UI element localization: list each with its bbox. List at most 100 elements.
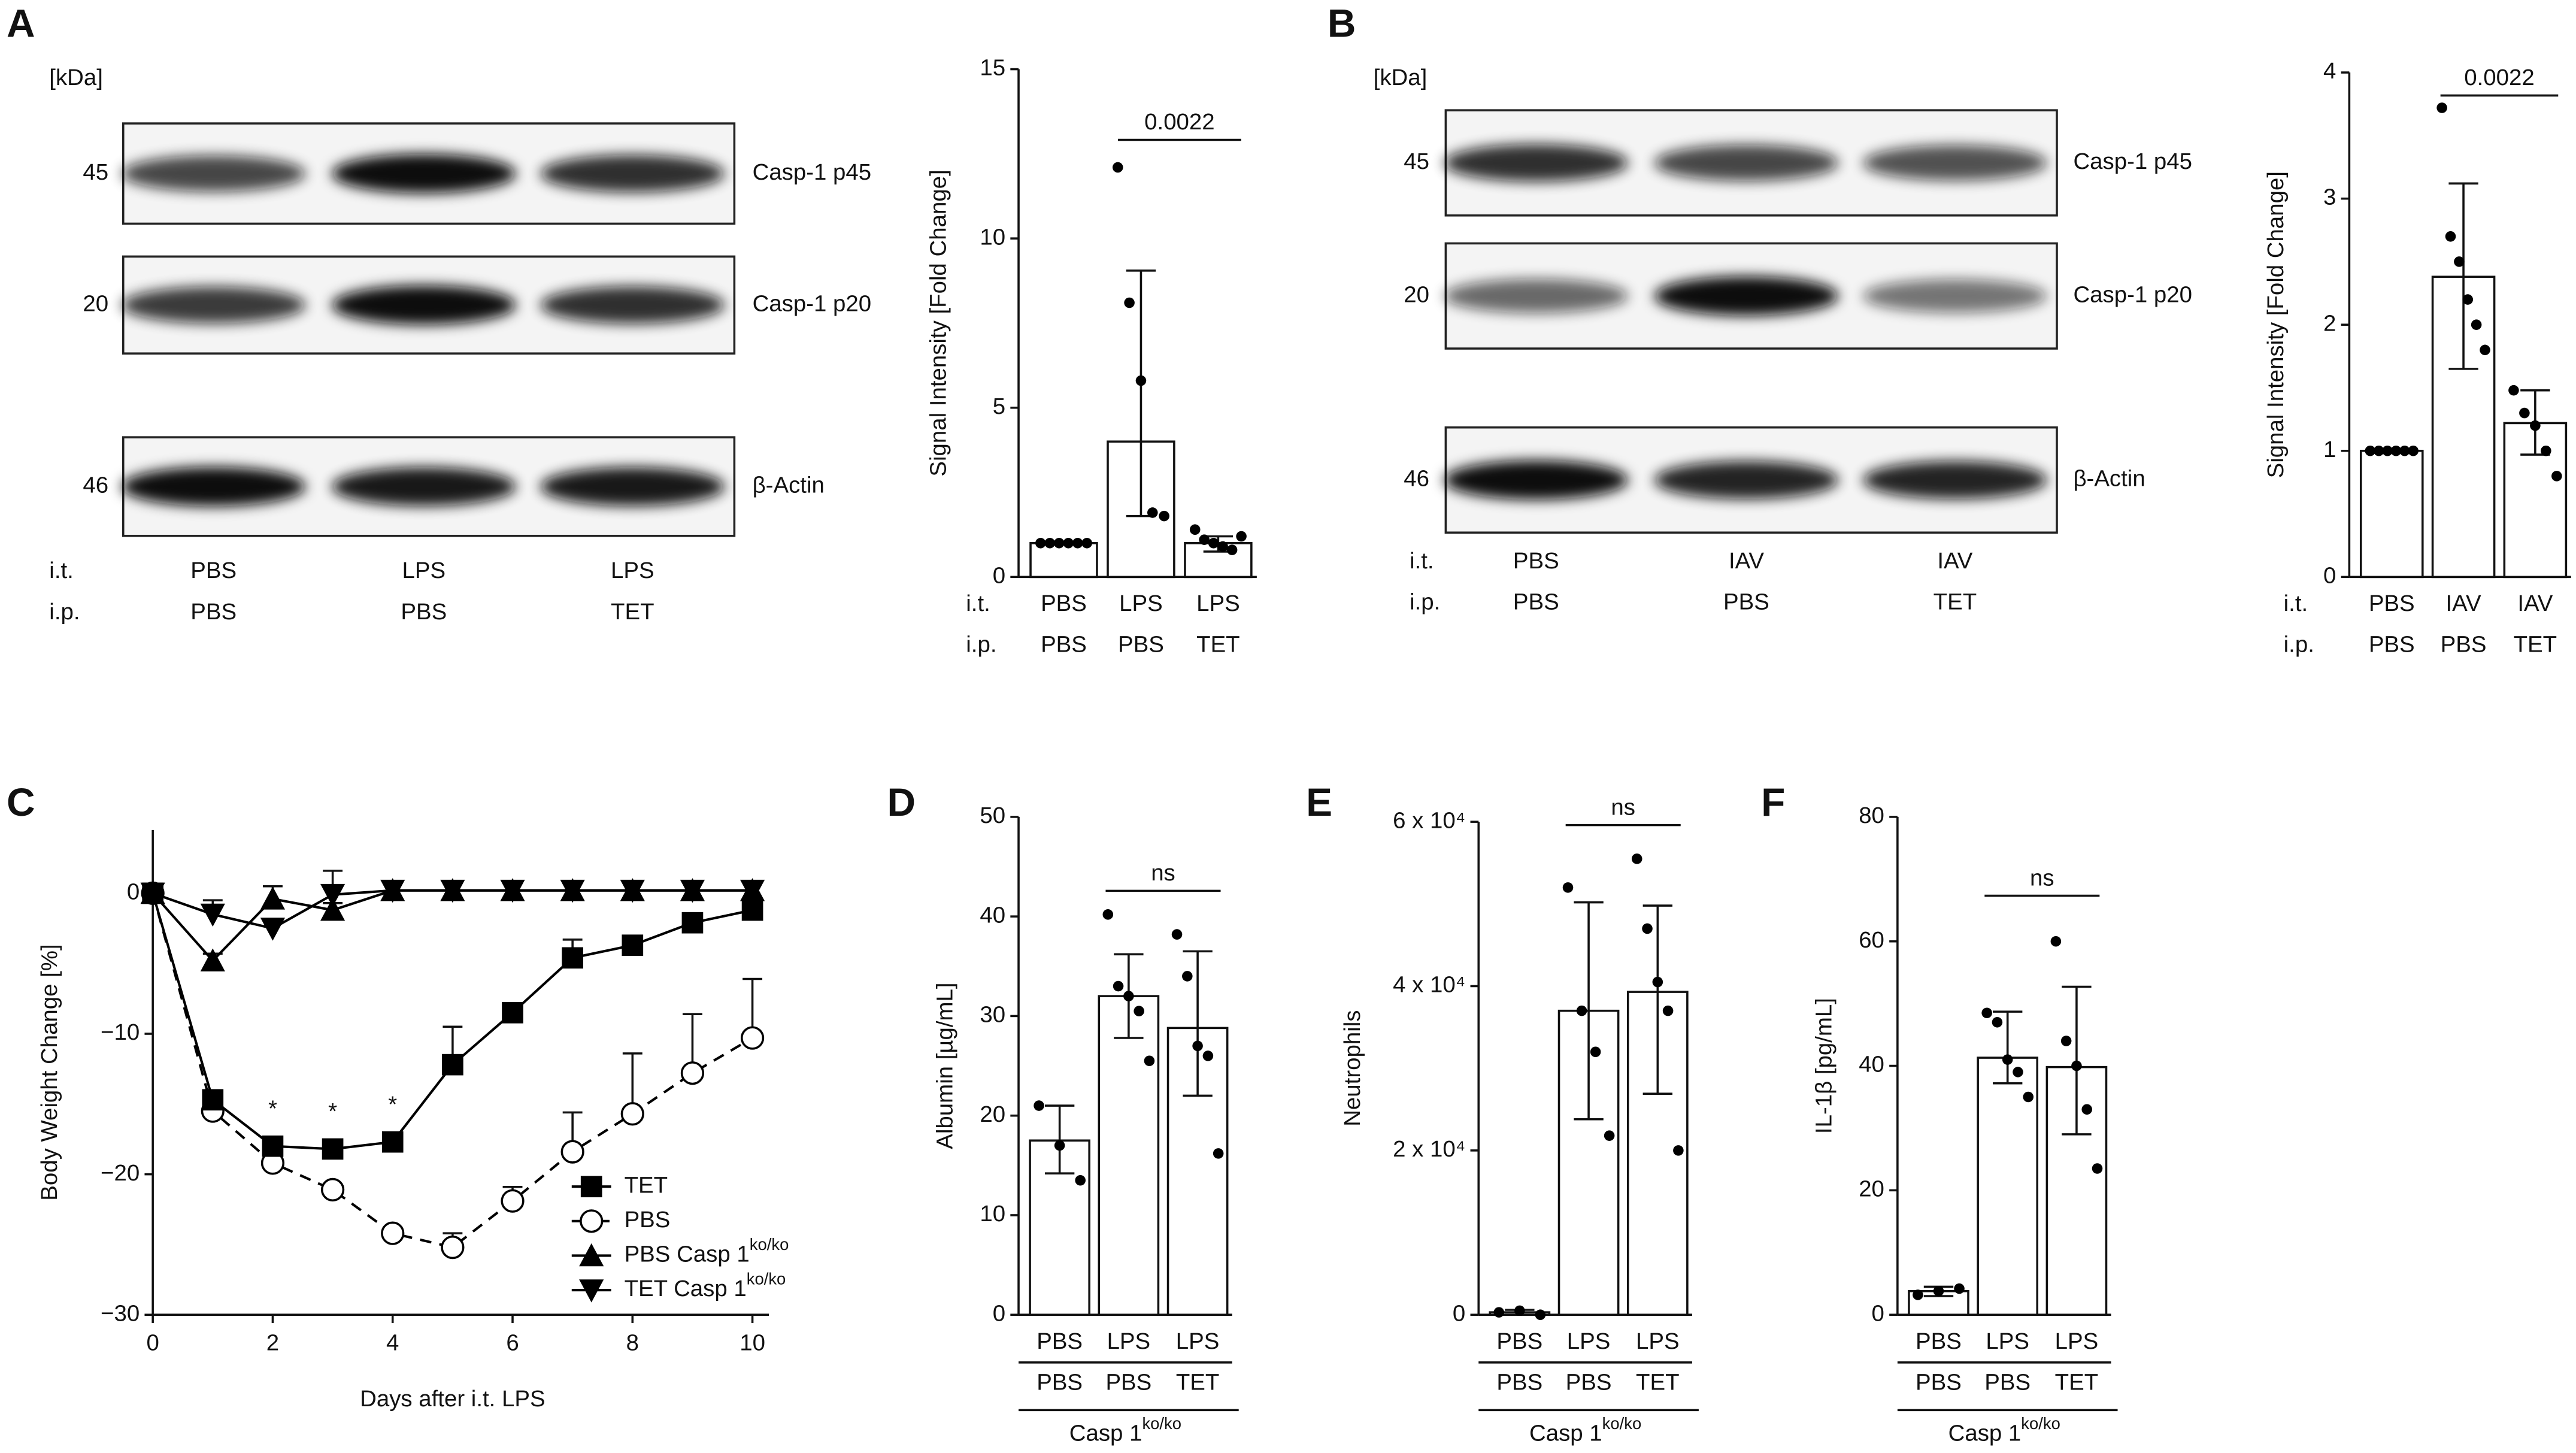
- data-point: [2002, 1054, 2013, 1065]
- legend-marker: [579, 1243, 604, 1267]
- y-tick-label: 1: [2323, 437, 2336, 462]
- data-point: [1673, 1145, 1684, 1156]
- data-point: [1053, 538, 1065, 549]
- row-name: i.t.: [2284, 591, 2308, 616]
- blot-band-name: β-Actin: [2073, 466, 2145, 492]
- x-tick-label: TET: [1636, 1370, 1680, 1396]
- annotation: *: [388, 1091, 397, 1117]
- x-tick-label: PBS: [2441, 632, 2487, 658]
- group-label: Casp 1ko/ko: [1529, 1414, 1641, 1446]
- annotation: 0.0022: [1144, 109, 1214, 135]
- x-tick-label: LPS: [1196, 591, 1240, 616]
- lane-label: LPS: [611, 558, 654, 583]
- data-point: [1054, 1140, 1065, 1151]
- marker: [322, 1138, 344, 1160]
- y-tick-label: 0: [1872, 1300, 1884, 1326]
- x-tick-label: PBS: [2369, 591, 2415, 616]
- blot-signal: [332, 467, 516, 506]
- data-point: [1199, 534, 1210, 545]
- blot-signal: [122, 155, 306, 192]
- legend-label-sup: ko/ko: [747, 1270, 786, 1288]
- data-point: [2050, 936, 2062, 947]
- y-tick-label: 10: [980, 224, 1005, 250]
- error-bar: [1993, 1010, 2023, 1085]
- row-name: i.p.: [2284, 632, 2314, 658]
- y-tick-label: 50: [980, 803, 1005, 828]
- panel-label: C: [7, 780, 35, 824]
- data-point: [1075, 1174, 1086, 1186]
- lane-label: IAV: [1937, 548, 1972, 574]
- data-point: [1514, 1305, 1525, 1316]
- blot-band-name: Casp-1 p45: [753, 159, 872, 185]
- y-tick-label: 0: [1453, 1300, 1465, 1326]
- blot-signal: [122, 467, 306, 507]
- legend-marker: [580, 1209, 604, 1233]
- x-tick-label: IAV: [2517, 591, 2553, 616]
- data-point: [2530, 420, 2541, 431]
- legend-label-main: PBS Casp 1: [625, 1242, 750, 1267]
- bar: [2359, 449, 2424, 579]
- data-point: [1213, 1148, 1224, 1159]
- blot-signal: [540, 155, 725, 193]
- lane-row-name: i.t.: [1410, 548, 1434, 574]
- marker: [502, 1001, 523, 1024]
- marker: [740, 879, 765, 903]
- blot-mw: 45: [1404, 149, 1429, 174]
- data-point: [2436, 102, 2447, 113]
- blot-band: [122, 255, 736, 355]
- y-tick-label: 2: [2323, 310, 2336, 336]
- data-point: [1652, 976, 1663, 988]
- x-tick-label: LPS: [1107, 1328, 1151, 1354]
- data-point: [1123, 991, 1134, 1001]
- x-tick-label: PBS: [1041, 591, 1087, 616]
- bar: [1029, 542, 1098, 579]
- panel-label: A: [7, 1, 35, 46]
- x-tick-label: PBS: [1118, 632, 1164, 658]
- blot-signal: [540, 467, 725, 506]
- x-tick-label: PBS: [2369, 632, 2415, 658]
- panel-label: D: [887, 780, 916, 824]
- annotation: *: [328, 1098, 337, 1124]
- legend-label: PBS Casp 1ko/ko: [625, 1235, 789, 1267]
- marker: [380, 879, 405, 903]
- x-tick-label: 10: [740, 1330, 765, 1356]
- x-tick-label: PBS: [1916, 1370, 1962, 1396]
- blot-signal: [1444, 279, 1628, 313]
- data-point: [1954, 1283, 1965, 1294]
- blot-band: [1444, 109, 2058, 217]
- marker: [740, 1026, 765, 1050]
- y-tick-label: −20: [101, 1160, 140, 1186]
- error-bar: [1183, 950, 1213, 1097]
- data-point: [2399, 445, 2410, 456]
- data-point: [1113, 980, 1124, 992]
- error-bar: [1044, 1104, 1075, 1174]
- data-point: [1202, 1051, 1214, 1061]
- x-tick-label: 8: [626, 1330, 639, 1356]
- data-point: [2471, 319, 2482, 330]
- legend-marker: [580, 1176, 602, 1198]
- x-tick-label: PBS: [1916, 1328, 1962, 1354]
- data-point: [1072, 538, 1083, 549]
- legend-label-main: TET Casp 1: [625, 1276, 747, 1301]
- lane-label: PBS: [190, 599, 237, 625]
- bar: [1098, 995, 1160, 1316]
- error-bar: [1574, 901, 1604, 1121]
- data-point: [2519, 407, 2530, 419]
- marker: [320, 1177, 345, 1202]
- annotation: ns: [1151, 860, 1175, 886]
- data-point: [1063, 538, 1074, 549]
- marker: [320, 897, 346, 921]
- marker: [200, 948, 225, 971]
- x-tick-label: LPS: [1986, 1328, 2029, 1354]
- data-point: [1159, 510, 1169, 522]
- x-tick-label: LPS: [1119, 591, 1163, 616]
- x-tick-label: TET: [2514, 632, 2557, 658]
- lane-row-name: i.p.: [1410, 589, 1440, 615]
- data-point: [2508, 385, 2519, 396]
- marker: [381, 1131, 404, 1153]
- data-point: [1035, 538, 1046, 549]
- y-tick-label: 3: [2323, 184, 2336, 210]
- blot-signal: [332, 153, 516, 193]
- blot-band-name: β-Actin: [753, 473, 825, 498]
- lane-label: TET: [1933, 589, 1977, 615]
